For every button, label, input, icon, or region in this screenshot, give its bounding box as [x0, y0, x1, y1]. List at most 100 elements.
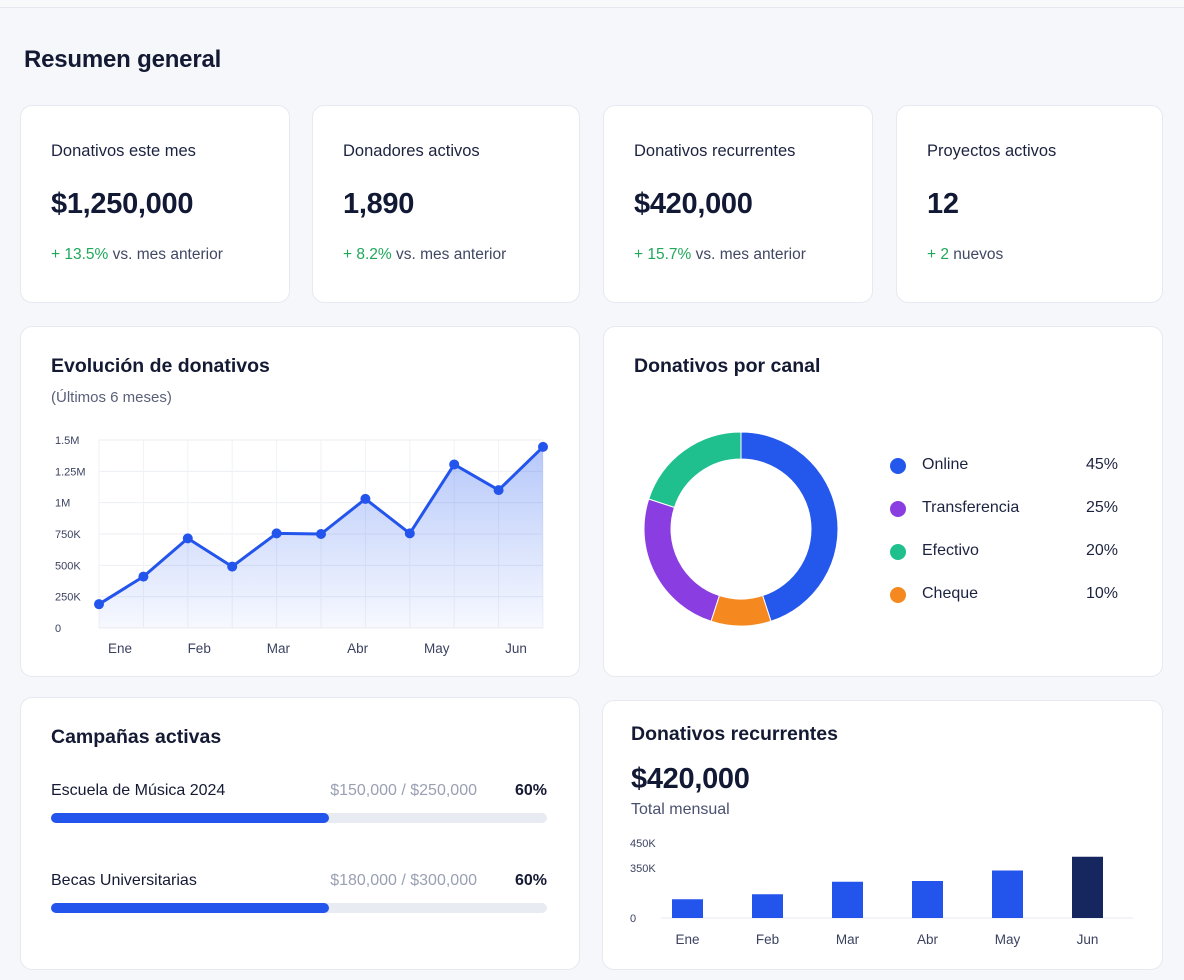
x-tick-label: May: [995, 932, 1021, 947]
kpi-delta: + 13.5% vs. mes anterior: [51, 246, 223, 264]
campaign-percent: 60%: [514, 782, 547, 799]
data-point: [404, 528, 415, 539]
y-tick-label: 0: [55, 623, 61, 635]
evolution-line-chart: 0 250K 500K 750K 1M 1.25M 1.5M Ene Feb Mar Abr May J…: [55, 435, 548, 656]
campaign-progress-fill: [51, 813, 329, 823]
kpi-delta: + 8.2% vs. mes anterior: [343, 246, 506, 264]
y-tick-label: 250K: [55, 592, 81, 604]
legend-item-transferencia[interactable]: Transferencia 25%: [888, 499, 1118, 519]
kpi-delta-positive: + 8.2%: [343, 246, 392, 263]
legend-item-online[interactable]: Online 45%: [888, 456, 1118, 476]
data-point: [538, 441, 548, 452]
evolution-chart-title: Evolución de donativos: [51, 355, 270, 377]
y-tick-label: 0: [630, 913, 636, 925]
x-tick-label: Abr: [917, 932, 939, 947]
data-point: [138, 571, 149, 582]
kpi-card-active-projects[interactable]: Proyectos activos 12 + 2 nuevos: [896, 105, 1163, 303]
kpi-label: Donadores activos: [343, 142, 480, 160]
data-point: [360, 493, 371, 504]
recurring-donations-card: Donativos recurrentes $420,000 Total men…: [602, 700, 1163, 970]
recurring-subtitle: Total mensual: [631, 801, 730, 818]
legend-pct: 10%: [1085, 585, 1118, 602]
legend-item-efectivo[interactable]: Efectivo 20%: [888, 542, 1118, 562]
data-point: [182, 533, 193, 544]
y-tick-label: 1.25M: [55, 466, 86, 478]
kpi-delta-positive: + 2: [927, 246, 949, 263]
legend-label: Online: [922, 456, 969, 473]
x-tick-label: May: [424, 641, 450, 656]
campaign-item[interactable]: Becas Universitarias $180,000 / $300,000…: [51, 872, 547, 922]
recurring-title: Donativos recurrentes: [631, 723, 838, 745]
x-tick-label: Feb: [188, 641, 211, 656]
channel-chart-title: Donativos por canal: [634, 355, 821, 377]
y-tick-label: 750K: [55, 529, 81, 541]
channel-donut-card: Donativos por canal Online 45% Transfere…: [603, 326, 1163, 677]
y-tick-label: 1.5M: [55, 435, 79, 447]
legend-label: Cheque: [922, 585, 979, 602]
kpi-delta-positive: + 13.5%: [51, 246, 109, 263]
x-tick-label: Feb: [756, 932, 779, 947]
x-tick-label: Ene: [108, 641, 132, 656]
kpi-delta-suffix: vs. mes anterior: [108, 246, 223, 263]
page-title: Resumen general: [24, 46, 222, 73]
legend-dot-transferencia: [890, 501, 906, 517]
kpi-label: Donativos recurrentes: [634, 142, 796, 160]
legend-item-cheque[interactable]: Cheque 10%: [888, 585, 1118, 605]
campaign-percent: 60%: [514, 872, 547, 889]
x-tick-label: Ene: [675, 932, 699, 947]
campaign-item[interactable]: Escuela de Música 2024 $150,000 / $250,0…: [51, 782, 547, 832]
kpi-value: $420,000: [634, 188, 753, 220]
x-tick-label: Mar: [836, 932, 860, 947]
data-point: [94, 599, 104, 610]
campaign-progress-fill: [51, 903, 329, 913]
bar-ene: [672, 899, 703, 918]
y-tick-label: 500K: [55, 560, 81, 572]
data-point: [227, 561, 238, 572]
bar-mar: [832, 881, 863, 918]
campaign-name: Escuela de Música 2024: [51, 782, 226, 799]
campaigns-title: Campañas activas: [51, 726, 222, 748]
kpi-label: Donativos este mes: [51, 142, 196, 160]
legend-dot-online: [890, 458, 906, 474]
y-tick-label: 350K: [630, 863, 656, 875]
campaign-name: Becas Universitarias: [51, 872, 197, 889]
kpi-card-active-donors[interactable]: Donadores activos 1,890 + 8.2% vs. mes a…: [312, 105, 580, 303]
legend-pct: 45%: [1085, 456, 1118, 473]
x-tick-label: Jun: [505, 641, 527, 656]
x-tick-label: Jun: [1077, 932, 1099, 947]
kpi-delta-positive: + 15.7%: [634, 246, 692, 263]
kpi-value: 1,890: [343, 188, 415, 220]
kpi-value: 12: [927, 188, 959, 220]
data-point: [493, 485, 504, 496]
kpi-delta-suffix: vs. mes anterior: [391, 246, 507, 263]
campaign-amount: $150,000 / $250,000: [330, 782, 477, 799]
legend-dot-efectivo: [890, 544, 906, 560]
bar-jun: [1072, 856, 1103, 918]
kpi-delta: + 2 nuevos: [927, 246, 1003, 264]
channel-donut-chart: [643, 431, 839, 627]
campaign-amount: $180,000 / $300,000: [330, 872, 477, 889]
campaign-progress-track: [51, 903, 547, 913]
legend-label: Transferencia: [922, 499, 1020, 516]
evolution-chart-subtitle: (Últimos 6 meses): [51, 389, 172, 406]
y-tick-label: 1M: [55, 498, 70, 510]
kpi-card-recurring-donations[interactable]: Donativos recurrentes $420,000 + 15.7% v…: [603, 105, 873, 303]
bar-may: [992, 870, 1023, 918]
kpi-delta-suffix: vs. mes anterior: [691, 246, 806, 263]
donut-slice-cheque: [710, 594, 772, 627]
kpi-value: $1,250,000: [51, 188, 194, 220]
data-point: [316, 529, 326, 539]
recurring-bar-chart: 0 350K 450K Ene Feb Mar Abr May Jun: [630, 838, 1133, 947]
bar-abr: [912, 881, 943, 918]
top-bar-edge: [0, 0, 1184, 8]
campaigns-card: Campañas activas Escuela de Música 2024 …: [20, 697, 580, 970]
y-tick-label: 450K: [630, 838, 656, 850]
kpi-card-donations-month[interactable]: Donativos este mes $1,250,000 + 13.5% vs…: [20, 105, 290, 303]
evolution-chart-card: Evolución de donativos (Últimos 6 meses)…: [20, 326, 580, 677]
campaign-progress-track: [51, 813, 547, 823]
kpi-label: Proyectos activos: [927, 142, 1057, 160]
kpi-delta: + 15.7% vs. mes anterior: [634, 246, 806, 264]
data-point: [449, 459, 460, 470]
legend-pct: 25%: [1085, 499, 1118, 516]
legend-label: Efectivo: [922, 542, 979, 559]
